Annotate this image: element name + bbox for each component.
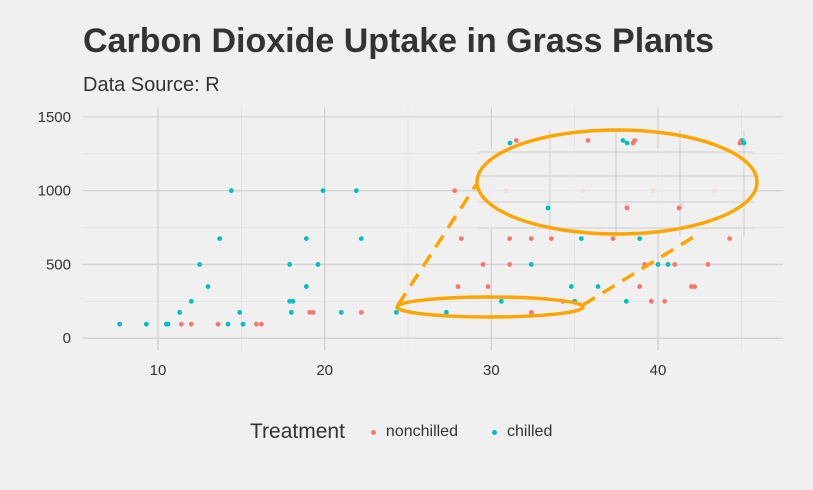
point-nonchilled [452, 188, 458, 194]
axis-tick-labels: 10 20 30 40 0 500 1000 1500 [38, 109, 667, 379]
inset-point [676, 205, 682, 211]
point-chilled [320, 188, 326, 194]
point-nonchilled [528, 309, 534, 315]
point-nonchilled [727, 236, 733, 241]
point-chilled [240, 321, 246, 327]
point-nonchilled [310, 309, 316, 315]
x-tick-label: 20 [316, 362, 333, 379]
point-chilled [228, 188, 234, 194]
inset-point [545, 205, 551, 211]
point-nonchilled [662, 298, 668, 304]
point-nonchilled [648, 298, 654, 304]
point-chilled [288, 309, 294, 315]
point-nonchilled [688, 284, 694, 289]
point-nonchilled [215, 321, 221, 327]
point-chilled [303, 236, 309, 241]
x-tick-label: 10 [150, 362, 167, 379]
point-chilled [637, 236, 643, 241]
point-nonchilled [458, 236, 464, 241]
point-chilled [568, 284, 574, 289]
point-chilled [393, 309, 399, 315]
point-chilled [358, 236, 364, 241]
data-points [117, 138, 746, 327]
point-chilled [117, 321, 123, 327]
point-chilled [578, 236, 584, 241]
point-nonchilled [705, 262, 711, 267]
point-nonchilled [307, 309, 313, 315]
point-chilled [443, 309, 449, 315]
point-chilled [225, 321, 231, 327]
point-chilled [498, 298, 504, 304]
point-chilled [353, 188, 359, 194]
point-nonchilled [253, 321, 259, 327]
highlight-small-ellipse [395, 295, 585, 319]
point-chilled [528, 262, 534, 267]
point-chilled [315, 262, 321, 267]
point-nonchilled [258, 321, 264, 327]
inset-point [630, 140, 636, 146]
chart-title: Carbon Dioxide Uptake in Grass Plants [83, 22, 715, 60]
legend-item-chilled: chilled [484, 423, 552, 441]
connector-bottom-line [582, 231, 701, 307]
legend-label-nonchilled: nonchilled [385, 423, 458, 440]
point-nonchilled [455, 284, 461, 289]
point-nonchilled [178, 321, 184, 327]
inset-point [737, 140, 743, 146]
y-tick-label: 0 [63, 330, 71, 347]
x-tick-label: 40 [650, 362, 667, 379]
point-chilled [165, 321, 171, 327]
point-nonchilled [528, 236, 534, 241]
point-chilled [177, 309, 183, 315]
y-tick-label: 500 [46, 256, 71, 273]
point-chilled [290, 298, 296, 304]
point-nonchilled [637, 284, 643, 289]
point-chilled [217, 236, 223, 241]
point-chilled [287, 262, 293, 267]
magnifier-inset [475, 128, 759, 236]
point-nonchilled [485, 284, 491, 289]
legend-item-nonchilled: nonchilled [363, 423, 458, 441]
legend-key-chilled [491, 429, 497, 435]
point-nonchilled [480, 262, 486, 267]
point-chilled [303, 284, 309, 289]
x-tick-label: 30 [483, 362, 500, 379]
inset-point [741, 140, 747, 146]
point-nonchilled [548, 236, 554, 241]
point-nonchilled [610, 236, 616, 241]
point-chilled [197, 262, 203, 267]
chart-subtitle: Data Source: R [83, 74, 220, 96]
point-chilled [338, 309, 344, 315]
legend-title: Treatment [250, 420, 345, 443]
inset-point [624, 205, 630, 211]
point-chilled [595, 284, 601, 289]
point-chilled [143, 321, 149, 327]
point-chilled [188, 298, 194, 304]
point-chilled [287, 298, 293, 304]
legend-label-chilled: chilled [506, 423, 553, 440]
point-nonchilled [672, 262, 678, 267]
point-chilled [655, 262, 661, 267]
magnifier-ellipse [475, 128, 759, 236]
legend-key-nonchilled [370, 429, 376, 435]
point-nonchilled [188, 321, 194, 327]
inset-point [624, 140, 630, 146]
point-chilled [237, 309, 243, 315]
point-nonchilled [513, 138, 519, 143]
point-chilled [620, 138, 626, 143]
point-nonchilled [692, 284, 698, 289]
y-tick-label: 1000 [38, 183, 71, 200]
y-tick-label: 1500 [38, 109, 71, 126]
legend: Treatment nonchilled chilled [250, 420, 572, 444]
point-nonchilled [585, 138, 591, 143]
zoom-annotation [395, 128, 759, 319]
point-chilled [623, 298, 629, 304]
connector-top-line [396, 184, 478, 306]
point-chilled [665, 262, 671, 267]
point-nonchilled [358, 309, 364, 315]
point-chilled [205, 284, 211, 289]
point-nonchilled [507, 236, 513, 241]
point-nonchilled [507, 262, 513, 267]
inset-point [507, 140, 513, 146]
